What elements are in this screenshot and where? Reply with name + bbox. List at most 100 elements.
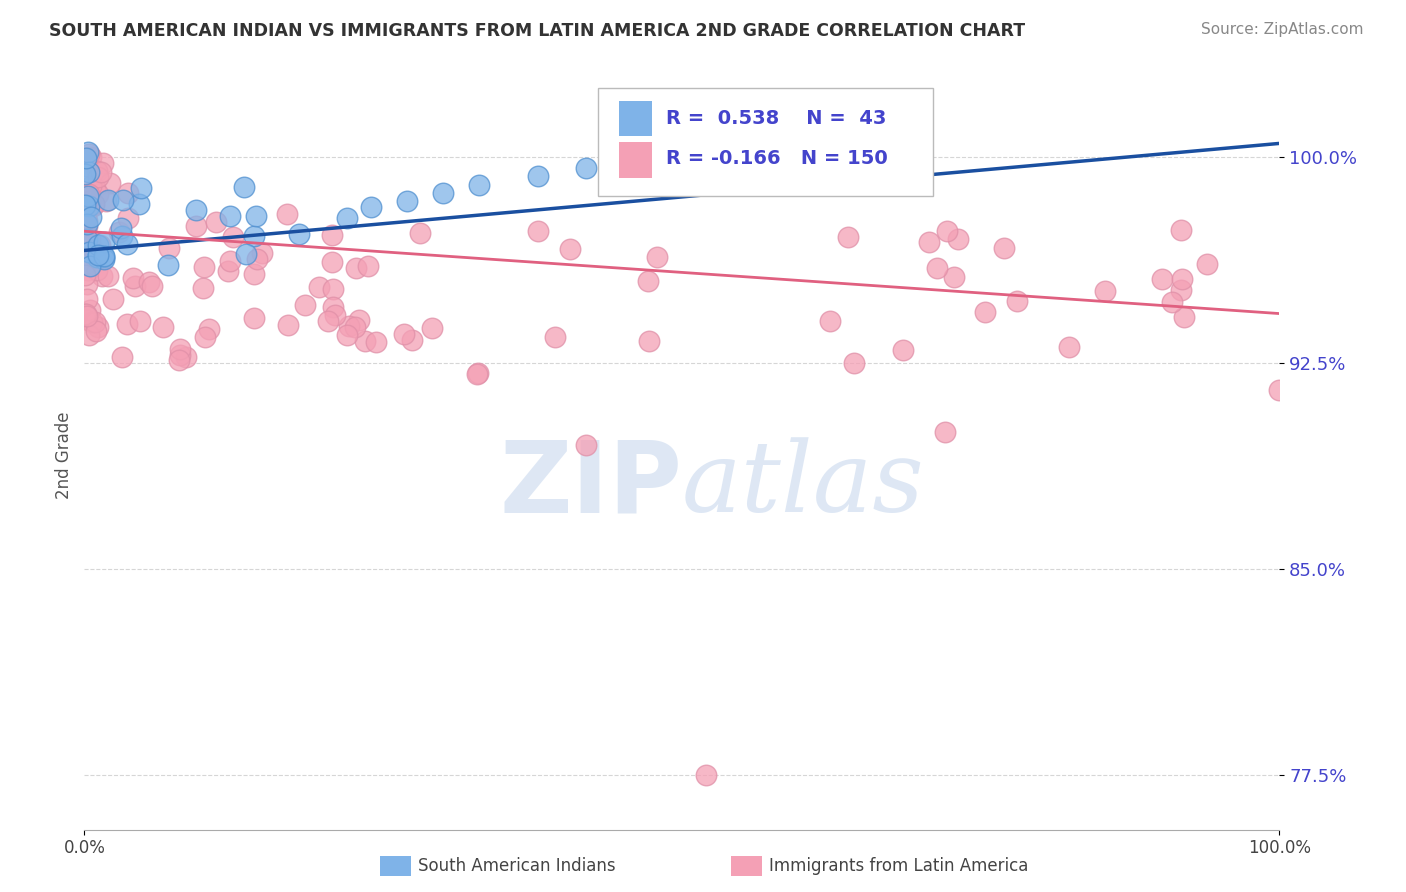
Point: [323, 308, 346, 322]
Point: [1170, 223, 1192, 237]
Point: [73, 167, 96, 181]
Point: [1171, 272, 1194, 286]
Point: [204, 214, 226, 228]
Point: [115, 237, 138, 252]
Point: [76, 214, 98, 228]
Point: [84, 181, 107, 195]
Point: [76, 159, 98, 173]
Point: [844, 355, 866, 369]
Point: [1173, 310, 1195, 325]
Point: [79, 244, 101, 259]
Point: [86, 250, 108, 264]
Point: [103, 293, 125, 307]
Point: [93, 252, 115, 266]
Point: [76, 232, 98, 246]
Point: [353, 334, 375, 348]
Point: [73, 307, 96, 321]
Point: [918, 235, 941, 249]
Point: [76, 189, 98, 203]
Point: [124, 278, 146, 293]
Point: [935, 224, 957, 238]
Point: [167, 353, 190, 368]
Point: [638, 334, 661, 348]
Point: [347, 313, 370, 327]
Point: [79, 327, 101, 342]
Point: [221, 230, 243, 244]
Point: [157, 259, 180, 273]
Point: [117, 186, 139, 200]
Point: [138, 275, 160, 289]
Point: [80, 178, 103, 193]
Point: [527, 224, 550, 238]
Point: [276, 207, 298, 221]
Point: [75, 312, 97, 326]
Point: [243, 267, 266, 281]
Point: [79, 165, 101, 179]
Point: [396, 194, 419, 208]
Point: [98, 176, 121, 190]
Point: [927, 260, 949, 275]
Text: R = -0.166   N = 150: R = -0.166 N = 150: [666, 150, 889, 169]
Point: [316, 314, 339, 328]
Point: [364, 335, 387, 350]
Point: [79, 232, 101, 246]
Point: [86, 320, 108, 334]
Point: [575, 161, 598, 175]
Point: [1170, 283, 1192, 297]
Point: [93, 235, 115, 250]
Point: [321, 227, 343, 242]
Point: [76, 292, 98, 306]
Point: [186, 219, 208, 233]
Point: [75, 151, 97, 165]
Point: [235, 247, 257, 261]
Point: [76, 309, 98, 323]
Point: [934, 425, 956, 439]
Text: South American Indians: South American Indians: [418, 857, 616, 875]
Point: [322, 282, 344, 296]
Point: [75, 268, 97, 282]
Point: [111, 350, 134, 364]
Text: ZIP: ZIP: [499, 436, 682, 533]
Text: R =  0.538    N =  43: R = 0.538 N = 43: [666, 109, 887, 128]
Text: Source: ZipAtlas.com: Source: ZipAtlas.com: [1201, 22, 1364, 37]
Point: [76, 217, 98, 231]
Point: [77, 186, 100, 201]
Point: [79, 147, 101, 161]
Point: [242, 229, 264, 244]
Point: [97, 193, 120, 207]
Point: [1160, 295, 1182, 310]
Point: [943, 270, 966, 285]
Point: [294, 297, 316, 311]
Point: [107, 225, 129, 239]
Point: [1152, 271, 1174, 285]
Point: [82, 198, 104, 212]
Point: [115, 317, 138, 331]
Point: [80, 210, 103, 224]
Point: [465, 368, 488, 382]
Point: [169, 348, 191, 362]
Point: [157, 241, 180, 255]
Point: [83, 197, 105, 211]
Point: [558, 242, 581, 256]
Point: [946, 231, 969, 245]
FancyBboxPatch shape: [599, 87, 934, 196]
Point: [96, 194, 118, 209]
Point: [277, 318, 299, 332]
Point: [695, 147, 717, 161]
Point: [111, 228, 134, 243]
Point: [1094, 284, 1116, 298]
Point: [77, 199, 100, 213]
Point: [110, 220, 132, 235]
Point: [87, 169, 110, 184]
Point: [636, 155, 658, 169]
Text: SOUTH AMERICAN INDIAN VS IMMIGRANTS FROM LATIN AMERICA 2ND GRADE CORRELATION CHA: SOUTH AMERICAN INDIAN VS IMMIGRANTS FROM…: [49, 22, 1025, 40]
Point: [233, 179, 256, 194]
Point: [246, 252, 269, 266]
Point: [82, 315, 104, 329]
Point: [129, 314, 152, 328]
Point: [420, 320, 443, 334]
Point: [645, 250, 668, 264]
Y-axis label: 2nd Grade: 2nd Grade: [55, 411, 73, 499]
Point: [637, 274, 659, 288]
Point: [169, 343, 191, 357]
